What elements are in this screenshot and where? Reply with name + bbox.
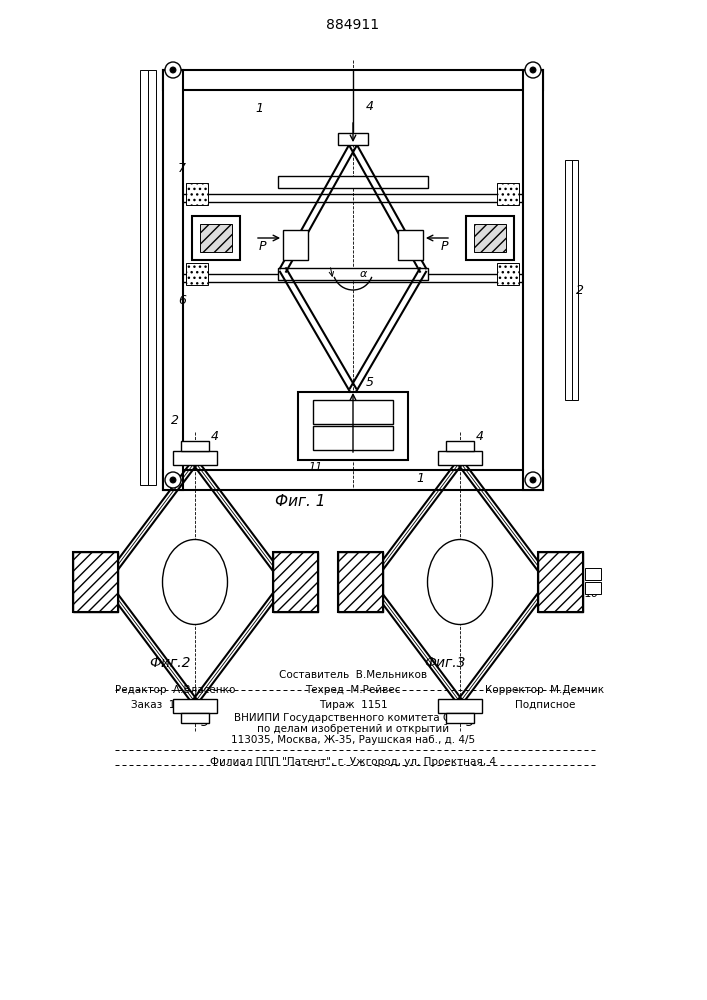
- Bar: [438, 699, 482, 713]
- Bar: [283, 230, 308, 260]
- Text: Фиг. 1: Фиг. 1: [275, 494, 325, 510]
- Text: ВНИИПИ Государственного комитета СССР: ВНИИПИ Государственного комитета СССР: [235, 713, 472, 723]
- Bar: [497, 183, 519, 205]
- Bar: [186, 183, 208, 205]
- Text: Редактор  А.Власенко: Редактор А.Власенко: [115, 685, 235, 695]
- Ellipse shape: [163, 540, 228, 624]
- Text: 11: 11: [309, 462, 323, 472]
- Circle shape: [525, 472, 541, 488]
- Text: 113035, Москва, Ж-35, Раушская наб., д. 4/5: 113035, Москва, Ж-35, Раушская наб., д. …: [231, 735, 475, 745]
- Text: 3: 3: [504, 232, 512, 244]
- Text: 6: 6: [178, 294, 186, 306]
- Bar: [200, 224, 232, 252]
- Bar: [572, 160, 578, 400]
- Bar: [446, 441, 474, 451]
- Text: по делам изобретений и открытий: по делам изобретений и открытий: [257, 724, 449, 734]
- Text: 4: 4: [211, 430, 219, 444]
- Bar: [474, 224, 506, 252]
- Text: Фиг.2: Фиг.2: [149, 656, 191, 670]
- Text: Подписное: Подписное: [515, 700, 575, 710]
- Text: 5: 5: [201, 716, 209, 728]
- Text: 2: 2: [171, 414, 179, 426]
- Ellipse shape: [428, 540, 493, 624]
- Bar: [497, 263, 519, 285]
- Bar: [523, 70, 543, 490]
- Bar: [73, 552, 118, 612]
- Bar: [173, 699, 217, 713]
- Text: Составитель  В.Мельников: Составитель В.Мельников: [279, 670, 427, 680]
- Text: 4: 4: [366, 101, 374, 113]
- Bar: [181, 441, 209, 451]
- Text: P: P: [258, 239, 266, 252]
- Text: α: α: [359, 269, 367, 279]
- Bar: [538, 552, 583, 612]
- Circle shape: [170, 67, 176, 73]
- Bar: [148, 70, 156, 485]
- Circle shape: [165, 62, 181, 78]
- Bar: [313, 400, 393, 424]
- Bar: [278, 268, 428, 280]
- Text: 4: 4: [476, 430, 484, 444]
- Text: Заказ  10381/16: Заказ 10381/16: [132, 700, 218, 710]
- Text: 1: 1: [416, 472, 424, 485]
- Bar: [438, 451, 482, 465]
- Bar: [273, 552, 318, 612]
- Text: 5: 5: [366, 375, 374, 388]
- Bar: [466, 216, 514, 260]
- Bar: [338, 552, 383, 612]
- Text: α: α: [186, 568, 194, 580]
- Bar: [313, 426, 393, 450]
- Bar: [585, 582, 601, 594]
- Text: Фиг.3: Фиг.3: [424, 656, 466, 670]
- Bar: [192, 216, 240, 260]
- Bar: [338, 133, 368, 145]
- Bar: [278, 176, 428, 188]
- Bar: [585, 568, 601, 580]
- Bar: [273, 552, 318, 612]
- Text: 7: 7: [178, 161, 186, 174]
- Bar: [163, 70, 543, 90]
- Circle shape: [525, 62, 541, 78]
- Text: 1: 1: [255, 102, 263, 114]
- Bar: [181, 713, 209, 723]
- Text: 5: 5: [466, 716, 474, 728]
- Text: Тираж  1151: Тираж 1151: [319, 700, 387, 710]
- Bar: [398, 230, 423, 260]
- Text: 10: 10: [585, 589, 599, 599]
- Text: 9: 9: [588, 570, 596, 584]
- Text: 884911: 884911: [327, 18, 380, 32]
- Bar: [173, 451, 217, 465]
- Bar: [163, 70, 183, 490]
- Text: P: P: [440, 239, 448, 252]
- Bar: [186, 263, 208, 285]
- Bar: [446, 713, 474, 723]
- Bar: [163, 470, 543, 490]
- Circle shape: [530, 67, 536, 73]
- Text: 8: 8: [309, 568, 317, 580]
- Text: α: α: [451, 568, 459, 580]
- Circle shape: [530, 477, 536, 483]
- Bar: [73, 552, 118, 612]
- Bar: [338, 552, 383, 612]
- Circle shape: [165, 472, 181, 488]
- Bar: [538, 552, 583, 612]
- Text: Техред  М.Рейвес: Техред М.Рейвес: [305, 685, 401, 695]
- Bar: [298, 392, 408, 460]
- Bar: [565, 160, 575, 400]
- Text: 2: 2: [576, 284, 584, 296]
- Circle shape: [170, 477, 176, 483]
- Text: Корректор  М.Демчик: Корректор М.Демчик: [486, 685, 604, 695]
- Text: Филиал ППП "Патент", г. Ужгород, ул. Проектная, 4: Филиал ППП "Патент", г. Ужгород, ул. Про…: [210, 757, 496, 767]
- Bar: [140, 70, 148, 485]
